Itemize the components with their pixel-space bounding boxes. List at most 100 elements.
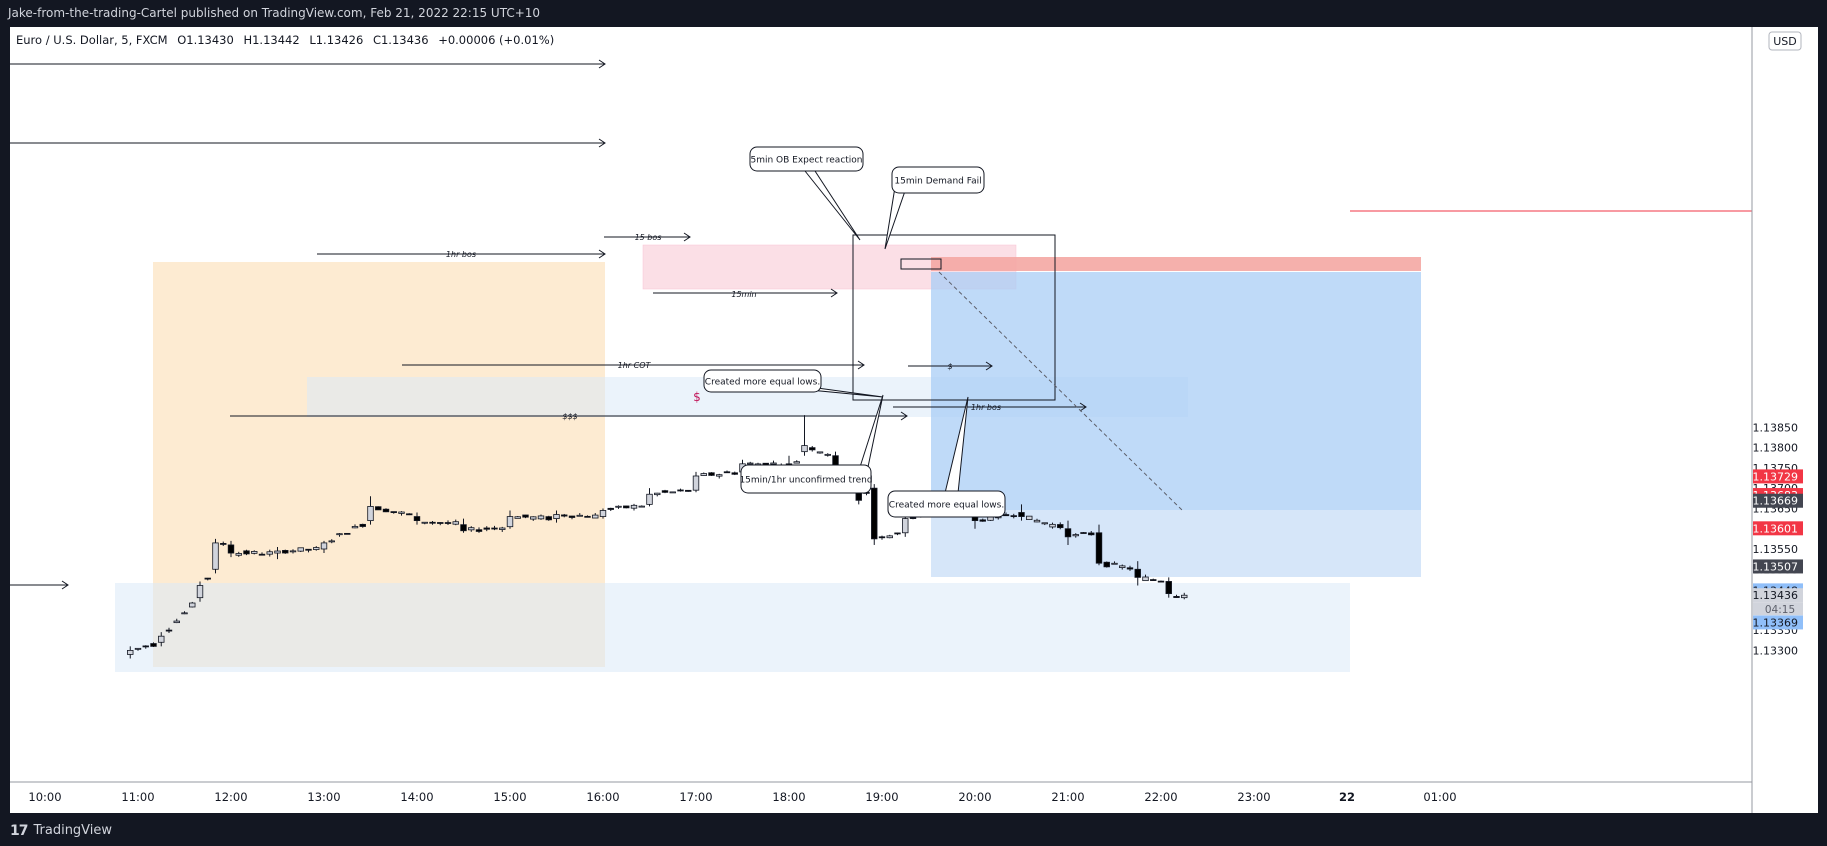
price-tag-text: 1.13507 bbox=[1753, 560, 1799, 573]
candle bbox=[134, 647, 142, 650]
callout-equal-lows-1-text: Created more equal lows. bbox=[705, 378, 820, 388]
price-tag-text: 1.13729 bbox=[1753, 470, 1799, 483]
candle bbox=[413, 516, 421, 522]
time-tick-label: 17:00 bbox=[679, 790, 712, 804]
price-tick-label: 1.13850 bbox=[1753, 421, 1799, 434]
candle bbox=[258, 553, 266, 556]
candle bbox=[514, 516, 521, 519]
candle bbox=[351, 526, 359, 529]
candle bbox=[382, 508, 390, 513]
candle bbox=[196, 585, 204, 599]
candle bbox=[630, 504, 638, 509]
candle bbox=[336, 533, 343, 536]
candle bbox=[770, 462, 777, 465]
range-box[interactable] bbox=[852, 234, 1056, 401]
candle bbox=[421, 521, 428, 524]
label-red-dollar: $ bbox=[693, 390, 701, 404]
candle bbox=[165, 629, 173, 632]
candle bbox=[444, 522, 452, 524]
liquidity-arrow-2-head bbox=[598, 138, 606, 148]
candle bbox=[1002, 514, 1010, 517]
countdown-bg bbox=[1753, 602, 1803, 616]
candle bbox=[1142, 576, 1149, 582]
price-tag[interactable]: 1.13436 bbox=[1753, 588, 1804, 603]
candle bbox=[158, 635, 165, 643]
candle bbox=[359, 523, 366, 527]
candle bbox=[723, 471, 731, 474]
candle bbox=[809, 447, 816, 451]
currency-button[interactable]: USD bbox=[1768, 31, 1802, 51]
countdown-timer: 04:15 bbox=[1765, 604, 1795, 616]
candle bbox=[654, 492, 661, 496]
time-tick-label: 13:00 bbox=[307, 790, 340, 804]
candle bbox=[878, 536, 886, 539]
candle bbox=[1165, 581, 1172, 595]
candle bbox=[886, 535, 893, 539]
candle bbox=[801, 445, 808, 453]
small-box[interactable] bbox=[900, 258, 942, 270]
candle bbox=[506, 516, 514, 528]
price-tag[interactable]: 1.13669 bbox=[1753, 493, 1804, 508]
candle bbox=[615, 505, 622, 508]
publish-info-text: Jake-from-the-trading-Cartel published o… bbox=[8, 6, 541, 20]
projection-line[interactable] bbox=[938, 271, 1183, 511]
time-tick-label: 22 bbox=[1339, 790, 1355, 804]
candle bbox=[1049, 523, 1056, 528]
candle bbox=[824, 453, 831, 456]
candle bbox=[623, 505, 630, 509]
candle bbox=[390, 511, 397, 513]
callout-equal-lows-1[interactable]: Created more equal lows. bbox=[703, 369, 884, 398]
price-tag[interactable]: 1.13369 bbox=[1753, 615, 1804, 630]
callout-equal-lows-2-box bbox=[887, 490, 1006, 518]
price-tick-label: 1.13300 bbox=[1753, 644, 1799, 657]
candle bbox=[460, 524, 467, 532]
callout-equal-lows-2[interactable]: Created more equal lows. bbox=[887, 396, 1006, 518]
callout-equal-lows-2-text: Created more equal lows. bbox=[889, 501, 1004, 511]
price-tag-text: 1.13669 bbox=[1753, 495, 1799, 508]
candle bbox=[227, 544, 235, 554]
candle bbox=[708, 472, 715, 476]
candle bbox=[452, 521, 459, 525]
price-tag[interactable]: 1.13729 bbox=[1753, 469, 1804, 484]
candle bbox=[398, 511, 405, 514]
price-tag-bg bbox=[1753, 469, 1803, 484]
price-tag-bg bbox=[1753, 559, 1803, 574]
candle bbox=[127, 650, 134, 655]
price-tick-label: 1.13550 bbox=[1753, 543, 1799, 556]
chart-area[interactable]: 1hr bos 15 bos 15min 1hr COT $$$ $1hr bos $5mi… bbox=[10, 27, 1818, 813]
time-tick-label: 23:00 bbox=[1237, 790, 1270, 804]
symbol-legend: Euro / U.S. Dollar, 5, FXCM O1.13430 H1.… bbox=[16, 33, 554, 47]
candle bbox=[793, 461, 800, 464]
candle bbox=[1134, 568, 1141, 578]
callout-unconfirmed-trend[interactable]: 15min/1hr unconfirmed trend bbox=[739, 394, 884, 494]
tradingview-logo[interactable]: 17 TradingView bbox=[10, 816, 112, 846]
callout-5min-ob[interactable]: 5min OB Expect reaction bbox=[749, 146, 864, 241]
time-tick-label: 21:00 bbox=[1051, 790, 1084, 804]
candle bbox=[367, 506, 374, 522]
price-tag[interactable]: 1.13601 bbox=[1753, 521, 1804, 536]
time-tick-label: 11:00 bbox=[121, 790, 154, 804]
price-tag-bg bbox=[1753, 521, 1803, 536]
candle bbox=[375, 506, 382, 511]
callout-unconfirmed-trend-text: 15min/1hr unconfirmed trend bbox=[739, 476, 872, 486]
candle bbox=[406, 513, 413, 516]
candle bbox=[816, 451, 824, 454]
time-tick-label: 18:00 bbox=[772, 790, 805, 804]
candle bbox=[142, 645, 149, 648]
candle bbox=[871, 487, 878, 540]
callout-15min-demand[interactable]: 15min Demand Fail bbox=[884, 166, 985, 250]
price-tag[interactable]: 1.13507 bbox=[1753, 559, 1804, 574]
candle bbox=[429, 521, 436, 524]
candle bbox=[1181, 594, 1188, 599]
candle bbox=[646, 493, 653, 505]
bos-arrow-15-head bbox=[683, 232, 691, 242]
candle bbox=[1026, 515, 1033, 520]
candle bbox=[661, 490, 669, 493]
candle bbox=[530, 516, 537, 520]
price-axis-bg bbox=[1752, 27, 1818, 813]
callout-15min-demand-pointer bbox=[884, 186, 906, 250]
candle bbox=[1057, 524, 1064, 529]
candle bbox=[1033, 519, 1041, 523]
